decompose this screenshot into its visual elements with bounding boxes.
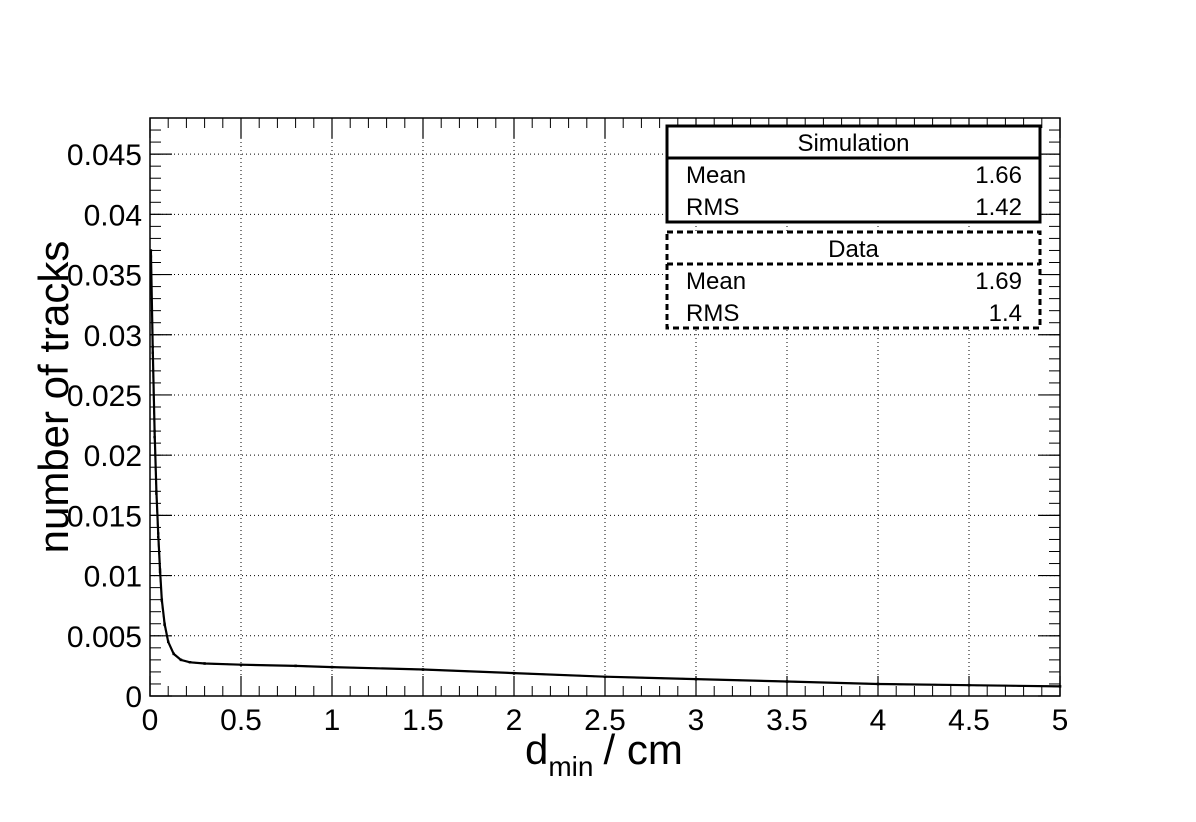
data-point xyxy=(239,663,243,666)
stats-row-label: RMS xyxy=(686,194,739,221)
x-tick-label: 3 xyxy=(688,704,705,737)
stats-box-title: Simulation xyxy=(797,130,909,157)
data-point xyxy=(156,532,160,535)
y-tick-label: 0.035 xyxy=(67,260,142,293)
data-point xyxy=(167,640,170,644)
x-axis-title-unit: / cm xyxy=(603,726,682,773)
data-point xyxy=(158,570,162,574)
stats-row-label: Mean xyxy=(686,268,746,295)
data-point xyxy=(153,435,156,439)
y-tick-labels: 0 0.005 0.01 0.015 0.02 0.025 0.03 0.035 0.04 0.0… xyxy=(67,139,142,714)
stats-boxes: Simulation Mean 1.66 RMS 1.42 Data Mean 1.69 RMS… xyxy=(665,124,1042,330)
stats-row-value: 1.66 xyxy=(975,162,1022,189)
x-tick-label: 2 xyxy=(506,704,523,737)
y-tick-label: 0 xyxy=(125,681,142,714)
x-axis-title-subscript: min xyxy=(548,751,593,782)
y-tick-label: 0.045 xyxy=(67,139,142,172)
stats-box-frame xyxy=(665,124,1042,224)
x-tick-label: 5 xyxy=(1052,704,1069,737)
x-axis-title: dmin / cm xyxy=(525,726,683,782)
data-point xyxy=(188,661,192,664)
x-axis-title-main: d xyxy=(525,726,548,773)
stats-row-label: Mean xyxy=(686,162,746,189)
x-tick-label: 0.5 xyxy=(220,704,262,737)
stats-box-title: Data xyxy=(828,236,879,263)
x-tick-labels: 0 0.5 1 1.5 2 2.5 3 3.5 4 4.5 5 xyxy=(142,704,1069,737)
y-axis-title: number of tracks xyxy=(30,241,77,554)
stats-box-simulation: Simulation Mean 1.66 RMS 1.42 xyxy=(665,124,1042,224)
data-point xyxy=(330,665,334,669)
x-tick-label: 1.5 xyxy=(402,704,444,737)
stats-box-frame xyxy=(665,230,1042,330)
data-point xyxy=(294,664,297,668)
x-tick-label: 3.5 xyxy=(766,704,808,737)
data-point xyxy=(160,599,164,603)
x-tick-label: 0 xyxy=(142,704,159,737)
data-point xyxy=(512,671,516,675)
y-tick-label: 0.015 xyxy=(67,500,142,533)
x-tick-label: 2.5 xyxy=(584,704,626,737)
data-point xyxy=(421,668,425,671)
x-tick-label: 4.5 xyxy=(948,704,990,737)
y-tick-label: 0.025 xyxy=(67,380,142,413)
y-tick-label: 0.04 xyxy=(84,199,142,232)
data-point xyxy=(179,658,183,662)
data-point xyxy=(155,492,158,495)
data-point xyxy=(149,255,153,258)
y-tick-label: 0.02 xyxy=(84,440,142,473)
data-point xyxy=(172,652,175,656)
data-point xyxy=(163,623,166,627)
y-tick-label: 0.005 xyxy=(67,621,142,654)
stats-row-value: 1.69 xyxy=(975,268,1022,295)
data-point xyxy=(203,662,206,665)
y-tick-label: 0.03 xyxy=(84,320,142,353)
data-point xyxy=(158,568,162,571)
data-point xyxy=(156,535,160,539)
stats-box-data: Data Mean 1.69 RMS 1.4 xyxy=(665,230,1042,330)
stats-row-value: 1.42 xyxy=(975,194,1022,221)
series-line xyxy=(150,256,1061,688)
data-point xyxy=(151,351,154,355)
stats-row-value: 1.4 xyxy=(989,300,1022,327)
x-tick-label: 4 xyxy=(870,704,887,737)
stats-row-label: RMS xyxy=(686,300,739,327)
y-tick-label: 0.01 xyxy=(84,561,142,594)
x-tick-label: 1 xyxy=(324,704,341,737)
